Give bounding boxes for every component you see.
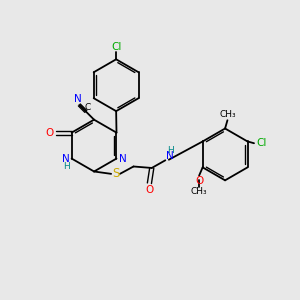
Text: O: O: [195, 176, 203, 186]
Text: CH₃: CH₃: [219, 110, 236, 119]
Text: O: O: [145, 185, 154, 195]
Text: N: N: [74, 94, 82, 104]
Text: N: N: [166, 151, 174, 160]
Text: Cl: Cl: [111, 42, 121, 52]
Text: H: H: [63, 162, 70, 171]
Text: Cl: Cl: [256, 138, 266, 148]
Text: N: N: [62, 154, 70, 164]
Text: O: O: [46, 128, 54, 138]
Text: CH₃: CH₃: [191, 187, 207, 196]
Text: N: N: [119, 154, 127, 164]
Text: C: C: [84, 103, 90, 112]
Text: H: H: [167, 146, 173, 155]
Text: S: S: [113, 167, 120, 180]
